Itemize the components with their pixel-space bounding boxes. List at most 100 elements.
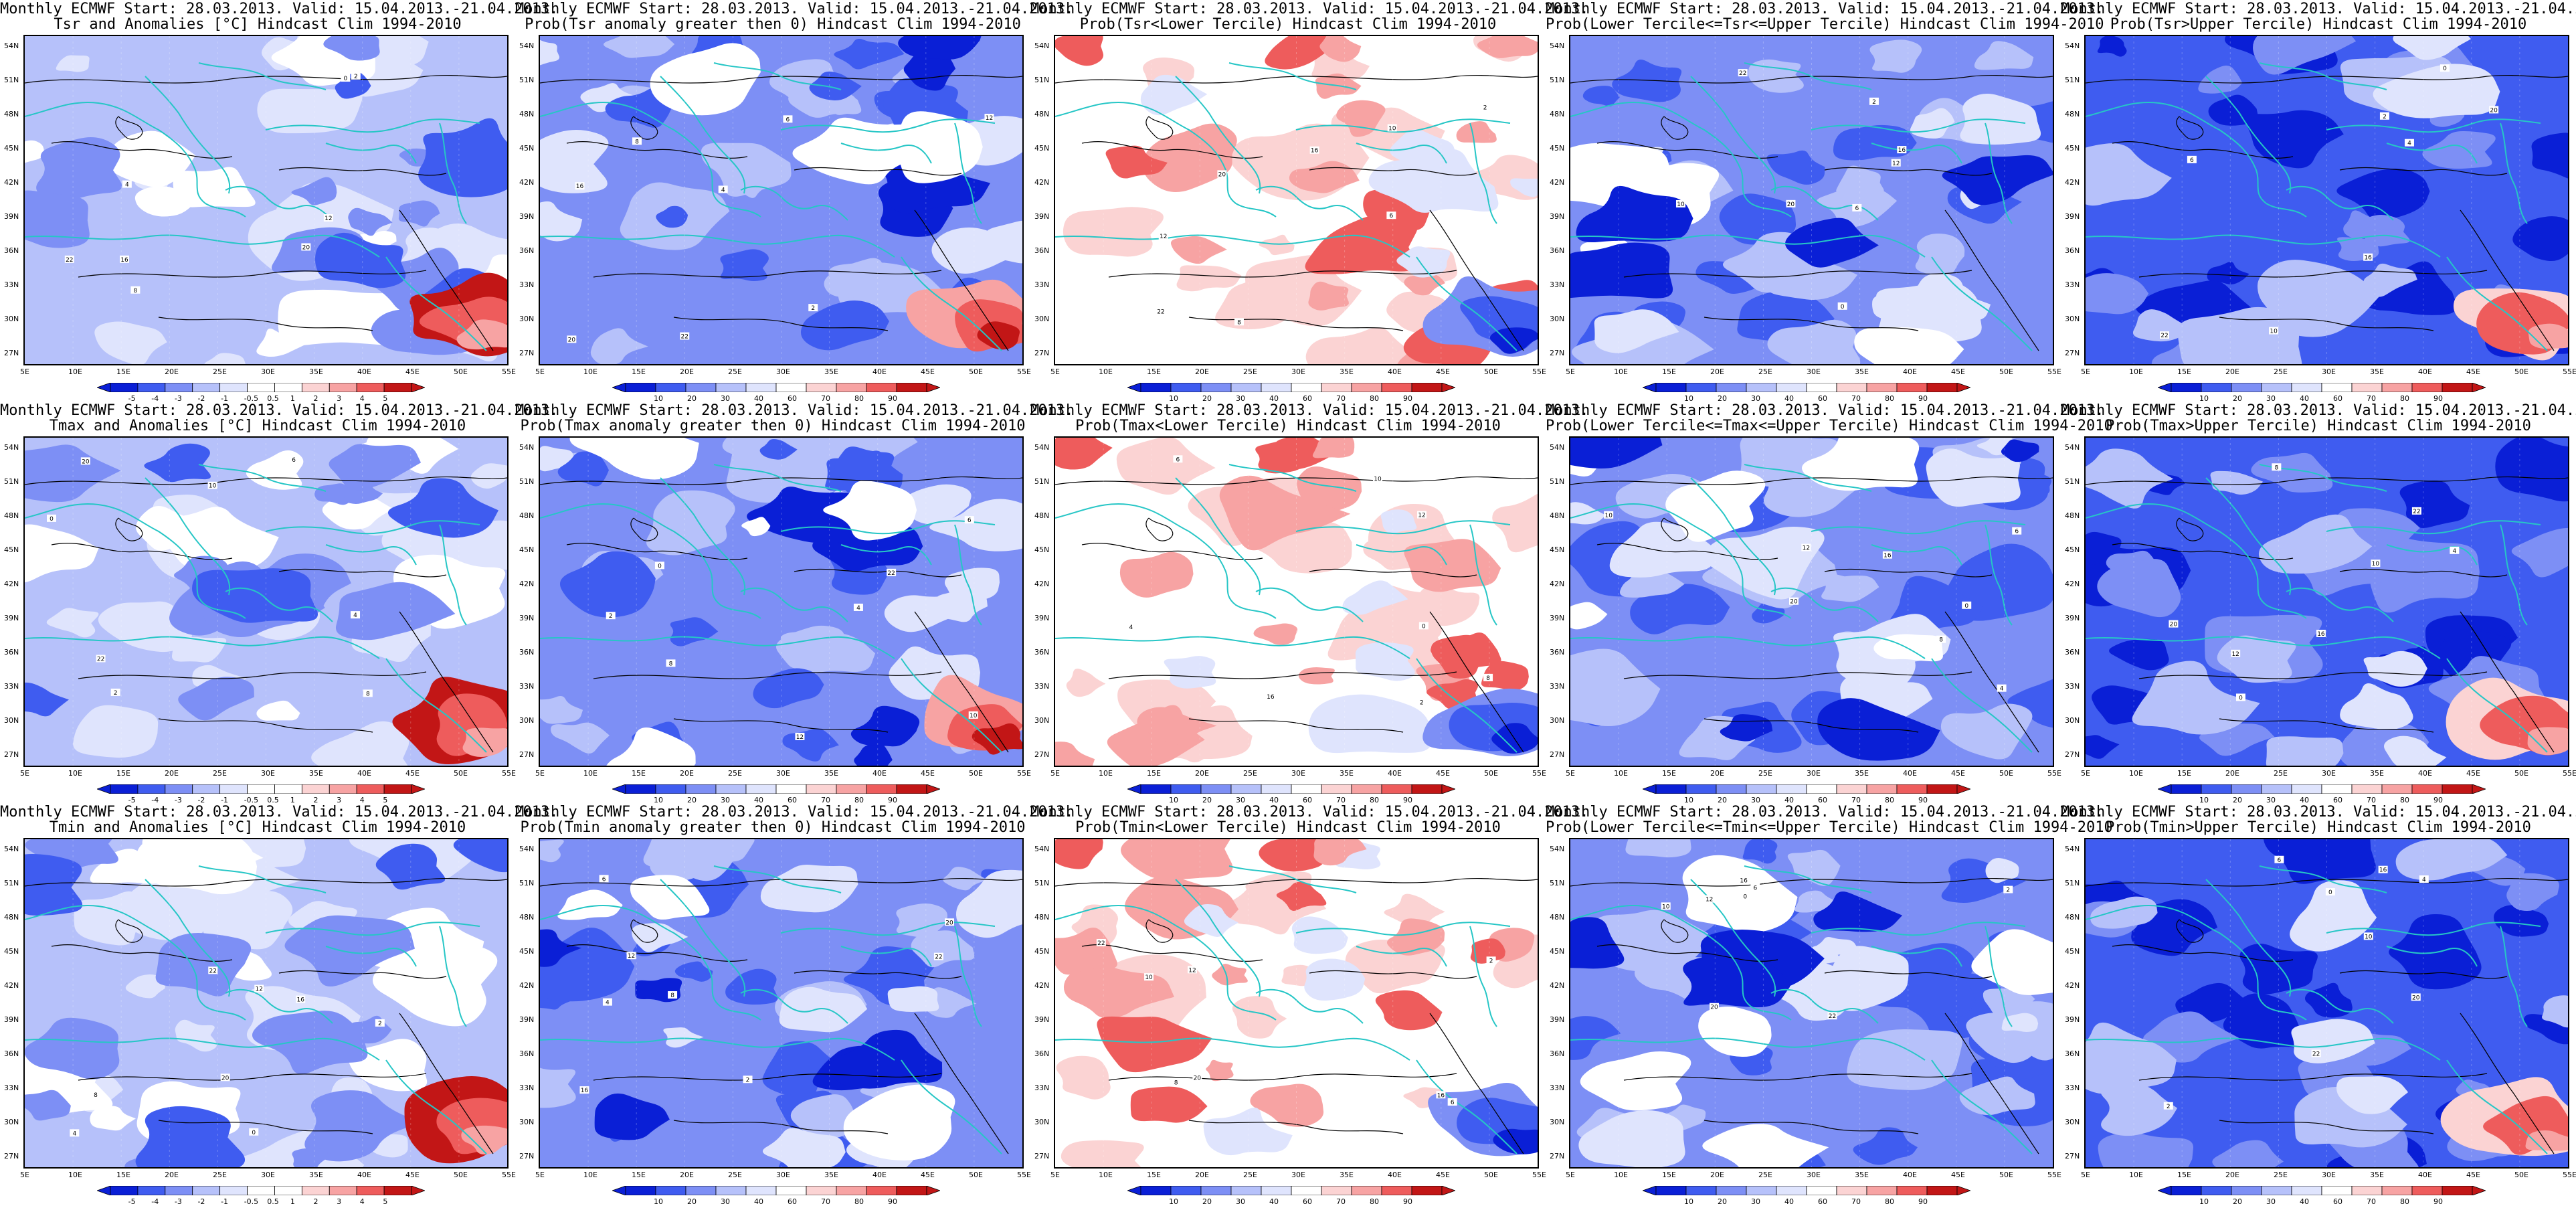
lon-label: 50E: [1999, 769, 2013, 778]
svg-text:16: 16: [581, 1088, 589, 1094]
scale-tick-label: 1: [290, 394, 295, 403]
svg-text:2: 2: [378, 1021, 382, 1027]
lat-label: 42N: [1550, 981, 1565, 990]
svg-text:10: 10: [1677, 201, 1685, 208]
svg-text:8: 8: [1939, 637, 1943, 644]
forecast-map: 0 4 8 12 16 20 22 2: [23, 838, 509, 1169]
lat-label: 42N: [1550, 580, 1565, 588]
lon-label: 15E: [1662, 769, 1676, 778]
scale-tick-label: 10: [654, 796, 663, 804]
lon-label: 30E: [2322, 367, 2336, 376]
svg-text:20: 20: [1790, 599, 1798, 606]
svg-text:16: 16: [1740, 878, 1748, 885]
lat-label: 48N: [4, 511, 19, 520]
scale-tick-label: 10: [2199, 796, 2209, 804]
scale-tick-label: 70: [1336, 796, 1346, 804]
lon-label: 5E: [535, 769, 545, 778]
svg-text:2: 2: [1872, 99, 1876, 106]
scale-tick-label: 30: [1751, 796, 1760, 804]
lat-label: 48N: [1034, 110, 1050, 118]
scale-tick-label: 10: [1169, 1197, 1178, 1206]
svg-text:2: 2: [1483, 104, 1487, 111]
lat-label: 39N: [1034, 614, 1050, 622]
lat-label: 36N: [4, 1049, 19, 1058]
lon-label: 25E: [2274, 367, 2288, 376]
lat-label: 36N: [519, 648, 535, 657]
lon-label: 10E: [68, 769, 82, 778]
svg-text:6: 6: [2190, 157, 2194, 164]
svg-text:16: 16: [2317, 631, 2325, 638]
svg-text:6: 6: [1451, 1100, 1455, 1106]
lat-label: 45N: [1034, 947, 1050, 956]
scale-tick-label: 60: [788, 394, 797, 403]
scale-tick-label: 40: [754, 796, 763, 804]
forecast-map: 4 8 12 16 20 22 2 6: [539, 35, 1024, 365]
scale-tick-label: 30: [2266, 394, 2276, 403]
lon-label: 15E: [1147, 769, 1161, 778]
panel-subtitle: Prob(Tmin>Upper Tercile) Hindcast Clim 1…: [2106, 819, 2531, 836]
lon-label: 35E: [1340, 367, 1354, 376]
lon-label: 15E: [116, 769, 130, 778]
svg-text:4: 4: [353, 612, 357, 619]
svg-text:20: 20: [82, 458, 90, 465]
panel-subtitle: Prob(Lower Tercile<=Tmax<=Upper Tercile)…: [1546, 418, 2113, 434]
svg-text:22: 22: [1739, 70, 1746, 77]
lat-label: 45N: [4, 144, 19, 153]
lat-label: 27N: [2065, 750, 2080, 759]
svg-text:8: 8: [1237, 319, 1241, 326]
panel-header: Monthly ECMWF Start: 28.03.2013. Valid: …: [2061, 402, 2576, 419]
lat-label: 51N: [4, 76, 19, 84]
color-scale-bar: [2158, 383, 2486, 392]
panel-subtitle: Tmin and Anomalies [°C] Hindcast Clim 19…: [49, 819, 466, 836]
scale-tick-label: 20: [2233, 394, 2242, 403]
lat-label: 36N: [2065, 1049, 2080, 1058]
lat-label: 51N: [1550, 76, 1565, 84]
scale-tick-label: 10: [1169, 394, 1178, 403]
lon-label: 45E: [1436, 769, 1450, 778]
lat-label: 33N: [1550, 1084, 1565, 1092]
lat-label: 39N: [1034, 1015, 1050, 1024]
lat-label: 30N: [519, 315, 535, 323]
svg-text:16: 16: [2379, 867, 2387, 874]
scale-tick-label: 40: [1269, 1197, 1279, 1206]
lon-label: 30E: [2322, 1171, 2336, 1179]
scale-tick-label: 80: [1370, 796, 1379, 804]
scale-tick-label: 30: [721, 394, 730, 403]
lat-label: 51N: [519, 879, 535, 887]
lon-label: 55E: [2047, 367, 2061, 376]
lat-label: 27N: [1550, 349, 1565, 357]
svg-text:0: 0: [1964, 603, 1968, 610]
scale-tick-label: 4: [359, 796, 365, 804]
lon-label: 50E: [969, 769, 983, 778]
map-field: 10 0 4 8 12 16 20 22: [2086, 438, 2568, 766]
scale-tick-label: 40: [1269, 394, 1279, 403]
lat-label: 33N: [1034, 280, 1050, 289]
scale-tick-label: 80: [854, 1197, 864, 1206]
svg-text:6: 6: [602, 876, 606, 883]
panel-header: Monthly ECMWF Start: 28.03.2013. Valid: …: [0, 804, 559, 821]
lon-label: 50E: [1999, 1171, 2013, 1179]
lat-label: 45N: [1550, 545, 1565, 554]
lat-label: 36N: [1034, 1049, 1050, 1058]
svg-text:20: 20: [302, 244, 310, 251]
color-scale-bar: [1127, 784, 1455, 794]
lat-label: 27N: [4, 1152, 19, 1160]
scale-tick-label: -5: [128, 1197, 136, 1206]
lon-label: 20E: [1710, 1171, 1724, 1179]
lat-label: 45N: [2065, 947, 2080, 956]
lat-label: 36N: [1550, 246, 1565, 255]
scale-tick-label: 60: [1818, 1197, 1827, 1206]
lon-label: 20E: [1195, 1171, 1209, 1179]
svg-text:16: 16: [296, 997, 304, 1004]
lon-label: 10E: [2129, 769, 2143, 778]
lat-label: 48N: [1550, 913, 1565, 922]
svg-text:4: 4: [2407, 141, 2411, 147]
svg-text:0: 0: [1841, 304, 1845, 311]
svg-text:8: 8: [94, 1092, 98, 1099]
lat-label: 51N: [1550, 879, 1565, 887]
lat-label: 27N: [2065, 1152, 2080, 1160]
lon-label: 15E: [2177, 367, 2191, 376]
